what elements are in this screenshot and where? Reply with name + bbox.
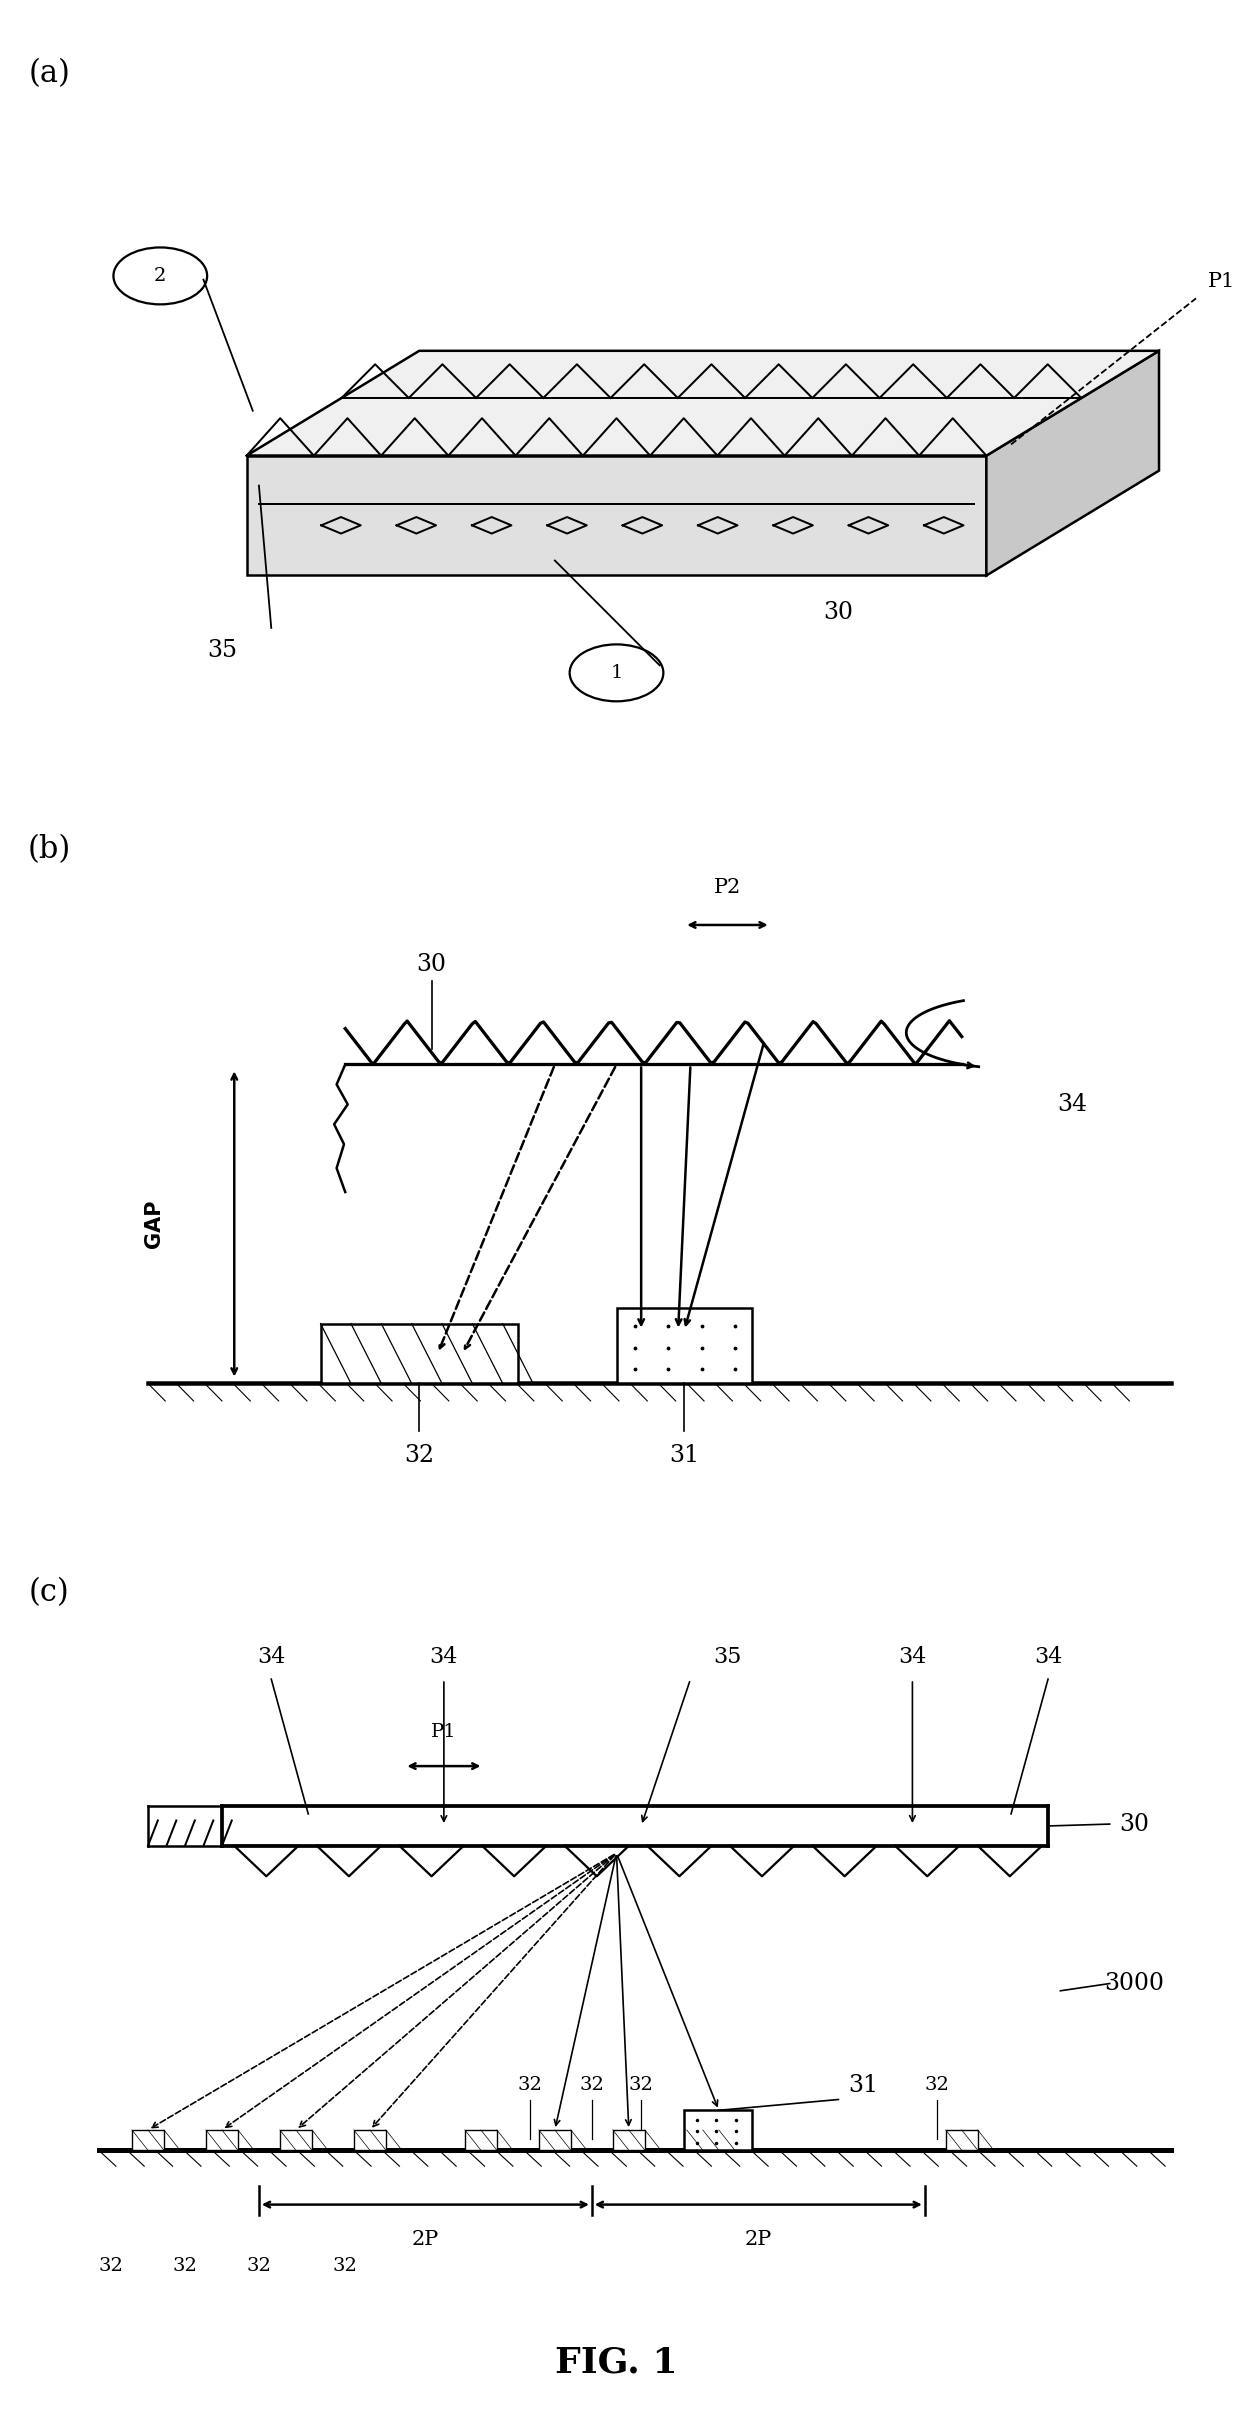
Text: 32: 32 — [333, 2257, 358, 2276]
Polygon shape — [247, 350, 1159, 457]
Polygon shape — [280, 2131, 312, 2150]
Text: 32: 32 — [404, 1445, 434, 1467]
Text: (c): (c) — [28, 1578, 70, 1607]
Polygon shape — [539, 2131, 571, 2150]
Polygon shape — [321, 1324, 518, 1384]
Text: 2P: 2P — [745, 2230, 772, 2249]
Polygon shape — [247, 457, 986, 575]
Text: 30: 30 — [1120, 1812, 1149, 1836]
Text: 2P: 2P — [412, 2230, 439, 2249]
Text: 31: 31 — [848, 2073, 878, 2097]
Text: 32: 32 — [247, 2257, 271, 2276]
Text: 34: 34 — [429, 1645, 459, 1669]
Text: 32: 32 — [580, 2075, 604, 2095]
Text: 2: 2 — [154, 266, 166, 285]
Polygon shape — [616, 1307, 752, 1384]
Text: 34: 34 — [898, 1645, 927, 1669]
Text: FIG. 1: FIG. 1 — [555, 2346, 678, 2380]
Text: P1: P1 — [432, 1723, 456, 1740]
Text: 34: 34 — [1033, 1645, 1063, 1669]
Text: 34: 34 — [1058, 1092, 1088, 1116]
Polygon shape — [946, 2131, 978, 2150]
Text: 1: 1 — [610, 664, 623, 681]
Text: 31: 31 — [670, 1445, 699, 1467]
Text: 32: 32 — [173, 2257, 197, 2276]
Text: 30: 30 — [417, 954, 446, 976]
Text: (a): (a) — [28, 58, 70, 89]
Polygon shape — [465, 2131, 497, 2150]
Polygon shape — [132, 2131, 164, 2150]
Text: P1: P1 — [1208, 273, 1233, 290]
Polygon shape — [613, 2131, 645, 2150]
Polygon shape — [354, 2131, 386, 2150]
Text: 32: 32 — [925, 2075, 949, 2095]
Text: 35: 35 — [207, 638, 237, 662]
Text: 34: 34 — [256, 1645, 286, 1669]
Text: 30: 30 — [824, 602, 853, 623]
Text: GAP: GAP — [144, 1201, 164, 1249]
Text: 3000: 3000 — [1105, 1971, 1164, 1996]
Text: 35: 35 — [713, 1645, 742, 1669]
Polygon shape — [687, 2131, 719, 2150]
Polygon shape — [986, 350, 1159, 575]
Text: 32: 32 — [629, 2075, 653, 2095]
Polygon shape — [684, 2112, 752, 2150]
Text: 32: 32 — [518, 2075, 543, 2095]
Text: P2: P2 — [714, 877, 741, 896]
Text: (b): (b) — [27, 834, 72, 865]
Polygon shape — [206, 2131, 238, 2150]
Text: 32: 32 — [99, 2257, 123, 2276]
